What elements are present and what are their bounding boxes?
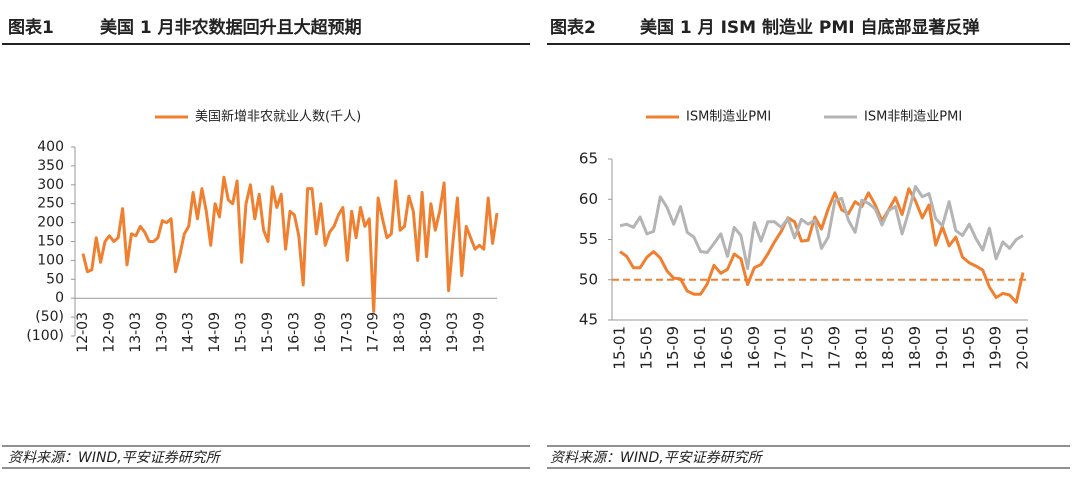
y-tick-label: (100) <box>26 328 64 344</box>
y-tick-label: 100 <box>37 252 64 268</box>
x-tick-label: 19-01 <box>933 326 951 370</box>
x-tick-label: 14-09 <box>207 312 223 353</box>
x-tick-label: 18-03 <box>392 312 408 353</box>
series-line <box>619 184 1024 270</box>
x-tick-label: 13-03 <box>128 312 144 353</box>
x-tick-label: 20-01 <box>1014 326 1032 370</box>
chart-title: 美国 1 月非农数据回升且大超预期 <box>100 17 362 38</box>
x-tick-label: 17-09 <box>366 312 382 353</box>
x-tick-label: 18-01 <box>852 326 870 370</box>
legend-label: 美国新增非农就业人数(千人) <box>195 109 361 125</box>
x-tick-label: 15-05 <box>637 326 655 370</box>
y-tick-label: 150 <box>37 234 64 250</box>
y-tick-label: 250 <box>37 196 64 212</box>
y-tick-label: 400 <box>37 139 64 155</box>
legend-label: ISM制造业PMI <box>686 110 771 125</box>
y-tick-label: 300 <box>37 177 64 193</box>
x-tick-label: 19-09 <box>471 312 487 353</box>
chart-label: 图表1 <box>8 17 54 38</box>
x-tick-label: 14-03 <box>181 312 197 353</box>
x-tick-label: 15-09 <box>260 312 276 353</box>
x-tick-label: 19-05 <box>960 326 978 370</box>
legend-label: ISM非制造业PMI <box>864 110 962 125</box>
y-tick-label: 45 <box>579 311 598 329</box>
y-tick-label: 350 <box>37 158 64 174</box>
x-tick-label: 16-09 <box>313 312 329 353</box>
y-tick-label: 50 <box>579 270 598 288</box>
chart-label: 图表2 <box>550 17 596 38</box>
x-tick-label: 18-09 <box>419 312 435 353</box>
series-line <box>619 187 1025 304</box>
y-tick-label: 50 <box>46 271 64 287</box>
x-tick-label: 17-05 <box>799 326 817 370</box>
x-tick-label: 17-03 <box>339 312 355 353</box>
x-tick-label: 13-09 <box>154 312 170 353</box>
x-tick-label: 15-09 <box>664 326 682 370</box>
y-tick-label: 200 <box>37 215 64 231</box>
x-tick-label: 15-03 <box>234 312 250 353</box>
x-tick-label: 16-01 <box>691 326 709 370</box>
source-note: 资料来源：WIND,平安证券研究所 <box>550 450 764 466</box>
x-tick-label: 16-09 <box>745 326 763 370</box>
x-tick-label: 17-09 <box>825 326 843 370</box>
x-tick-label: 18-05 <box>879 326 897 370</box>
x-tick-label: 12-09 <box>101 312 117 353</box>
y-tick-label: 0 <box>55 290 64 306</box>
x-tick-label: 19-09 <box>987 326 1005 370</box>
series-line <box>81 175 499 313</box>
y-tick-label: (50) <box>35 309 64 325</box>
y-tick-label: 65 <box>579 150 598 168</box>
x-tick-label: 16-03 <box>286 312 302 353</box>
x-tick-label: 12-03 <box>75 312 91 353</box>
chart-title: 美国 1 月 ISM 制造业 PMI 自底部显著反弹 <box>640 17 980 38</box>
x-tick-label: 17-01 <box>772 326 790 370</box>
y-tick-label: 55 <box>579 230 598 248</box>
x-tick-label: 16-05 <box>718 326 736 370</box>
x-tick-label: 15-01 <box>611 326 629 370</box>
source-note: 资料来源：WIND,平安证券研究所 <box>8 450 222 466</box>
x-tick-label: 18-09 <box>906 326 924 370</box>
y-tick-label: 60 <box>579 190 598 208</box>
x-tick-label: 19-03 <box>445 312 461 353</box>
